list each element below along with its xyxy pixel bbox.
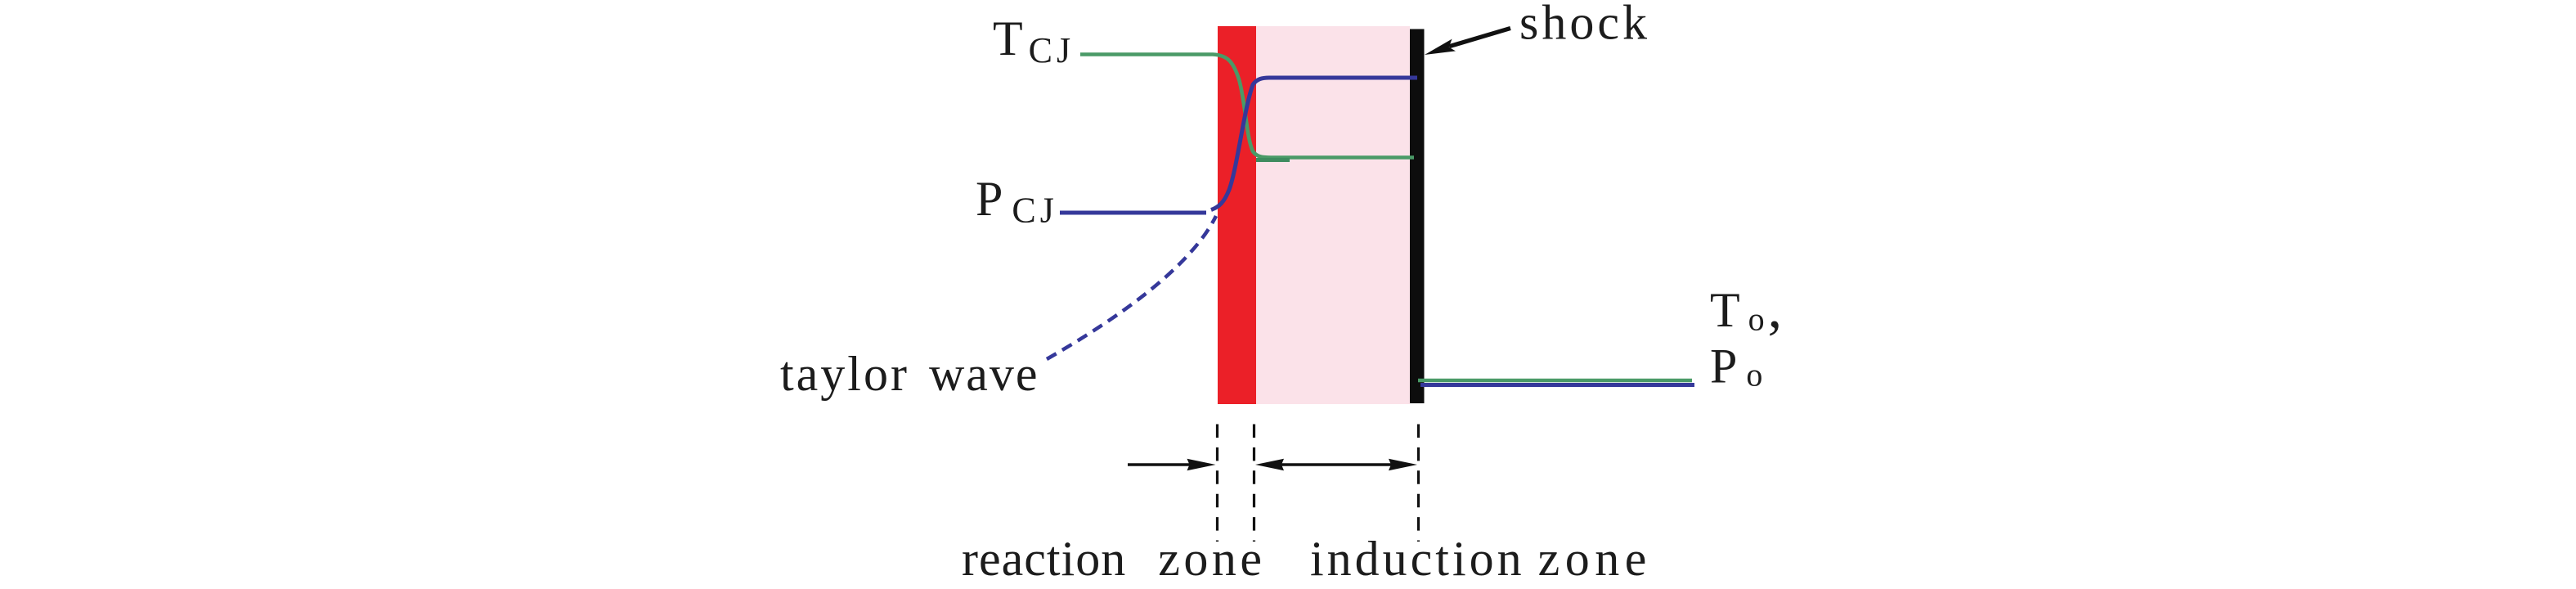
svg-text:PCJ: P CJ bbox=[976, 172, 1058, 231]
svg-text:To,: To, bbox=[1710, 277, 1782, 340]
svg-text:Po: Po bbox=[1710, 339, 1762, 393]
svg-text:shock: shock bbox=[1519, 0, 1650, 50]
svg-text:TCJ: T CJ bbox=[993, 11, 1075, 70]
